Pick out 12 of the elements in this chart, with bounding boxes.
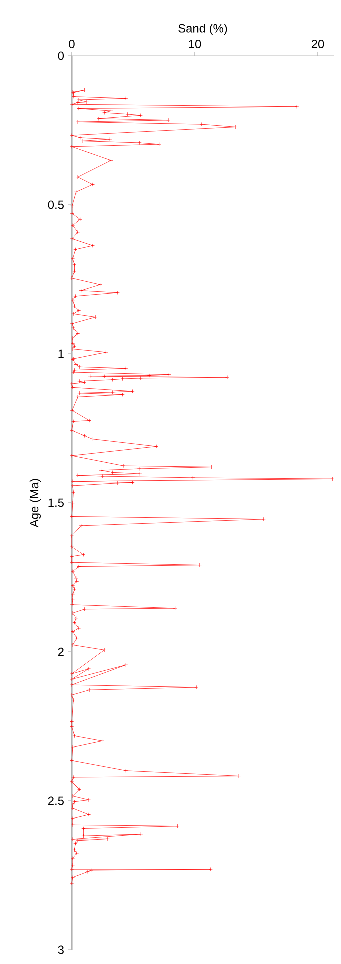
- y-tick-label: 1: [58, 350, 64, 358]
- x-tick-label: 20: [312, 40, 324, 48]
- y-tick-label: 2.5: [48, 796, 64, 806]
- y-tick-label: 0: [58, 52, 64, 60]
- y-axis-title: Age (Ma): [30, 479, 42, 528]
- x-tick-label: 10: [189, 40, 202, 48]
- y-tick-label: 2: [58, 648, 64, 656]
- x-tick-label: 0: [69, 40, 75, 48]
- y-tick-label: 3: [58, 946, 64, 954]
- y-tick-label: 1.5: [48, 498, 64, 508]
- y-tick-label: 0.5: [48, 200, 64, 210]
- x-axis-title: Sand (%): [178, 24, 228, 36]
